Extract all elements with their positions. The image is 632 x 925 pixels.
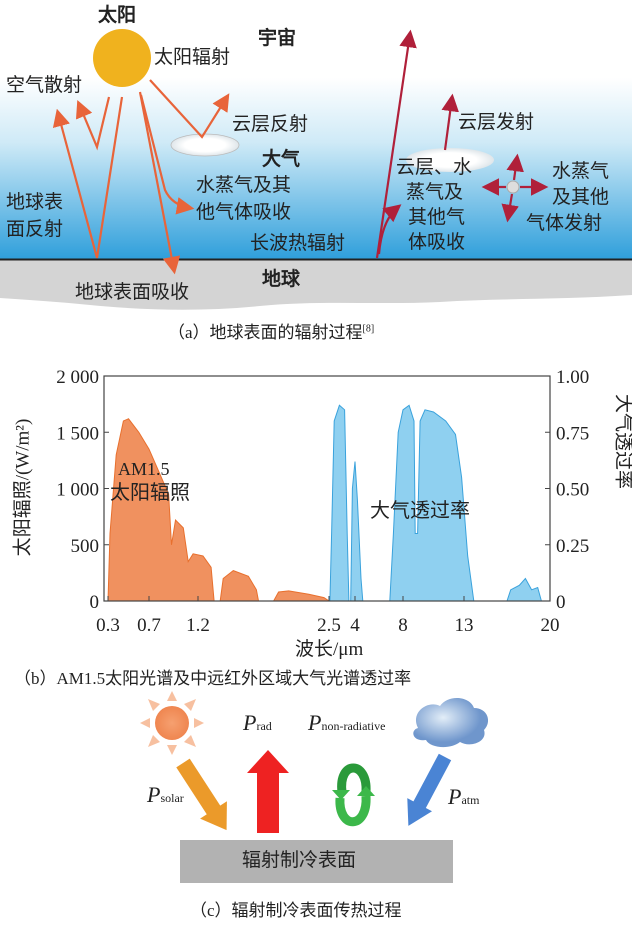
solar-arrow	[176, 758, 227, 831]
radiative-cooling-surface	[180, 840, 453, 883]
air-scatter-arrow	[75, 96, 111, 151]
x-axis-label: 波长/μm	[295, 639, 364, 660]
surface-reflect-arrow	[52, 96, 124, 259]
y-tick-label: 1 500	[56, 423, 99, 444]
y2-tick-label: 0	[556, 592, 566, 613]
cloud-absorption-label-4: 体吸收	[408, 231, 466, 253]
surface-absorption-label: 地球表面吸收	[75, 281, 190, 303]
y-tick-label: 1 000	[56, 480, 99, 501]
x-tick-label: 4	[350, 615, 360, 636]
surface-absorb-arrow	[138, 91, 181, 275]
molecule-icon	[506, 180, 520, 194]
caption-a: （a）地球表面的辐射过程[8]	[168, 324, 374, 341]
p-nonrad-label: Pnon-radiative	[308, 710, 386, 735]
sun-icon	[93, 29, 151, 87]
caption-a-ref: [8]	[362, 323, 375, 335]
caption-a-text: （a）地球表面的辐射过程	[168, 323, 363, 342]
cloud-emission-label: 云层发射	[458, 111, 535, 133]
atmosphere-arrow	[407, 753, 452, 826]
gas-absorption-label-2: 他气体吸收	[196, 201, 292, 223]
solar-irradiance-area	[107, 418, 331, 602]
surface-reflection-label-1: 地球表	[6, 191, 64, 213]
p-solar-label: Psolar	[147, 782, 184, 807]
longwave-absorb-arrow	[377, 204, 402, 255]
y2-tick-label: 0.75	[556, 423, 589, 444]
sun-icon-c	[140, 691, 204, 755]
surface-reflection-label-2: 面反射	[6, 218, 64, 240]
x-tick-label: 20	[541, 615, 560, 636]
x-tick-label: 2.5	[317, 615, 341, 636]
solar-series-label-1: AM1.5	[118, 459, 170, 479]
x-tick-label: 0.3	[96, 615, 120, 636]
caption-c: （c）辐射制冷表面传热过程	[190, 901, 402, 920]
spectrum-chart: 0.3 0.7 1.2 2.5 4 8 13 20 2 000 1 500 1 000 500 0 1.0…	[56, 367, 589, 636]
cloud-emit-arrow	[441, 93, 459, 151]
p-rad-label: Prad	[243, 710, 272, 735]
universe-label: 宇宙	[258, 27, 297, 49]
cloud-absorption-label-3: 其他气	[408, 206, 466, 228]
y2-tick-label: 0.50	[556, 480, 589, 501]
cloud-reflect-arrow	[149, 79, 230, 139]
air-scattering-label: 空气散射	[6, 74, 83, 96]
y2-tick-label: 1.00	[556, 367, 589, 388]
gas-absorption-label-1: 水蒸气及其	[196, 174, 292, 196]
cloud-icon-right	[406, 148, 494, 172]
y-tick-label: 500	[71, 536, 100, 557]
caption-b: （b）AM1.5太阳光谱及中远红外区域大气光谱透过率	[14, 669, 412, 688]
x-tick-label: 0.7	[137, 615, 161, 636]
ground	[0, 260, 632, 310]
gas-emission-label-3: 气体发射	[526, 212, 603, 234]
cloud-reflection-label: 云层反射	[232, 113, 309, 135]
sun-label: 太阳	[98, 4, 137, 26]
y-tick-label: 0	[90, 592, 100, 613]
x-tick-label: 1.2	[186, 615, 210, 636]
earth-label: 地球	[262, 268, 301, 290]
transmittance-area	[329, 404, 543, 602]
x-tick-label: 8	[398, 615, 408, 636]
y-tick-label: 2 000	[56, 367, 99, 388]
longwave-label: 长波热辐射	[250, 232, 346, 254]
solar-radiation-label: 太阳辐射	[154, 46, 231, 68]
gas-absorb-arrow	[139, 94, 195, 215]
transmittance-series-label: 大气透过率	[370, 498, 470, 522]
non-radiative-loop-icon	[332, 763, 375, 827]
p-atm-label: Patm	[448, 784, 480, 809]
atmosphere-label: 大气	[262, 148, 301, 170]
panel-a-graphic	[0, 0, 632, 310]
cloud-absorption-label-1: 云层、水	[396, 156, 473, 178]
gas-emission-label-2: 及其他	[552, 186, 610, 208]
solar-series-label-2: 太阳辐照	[110, 480, 190, 504]
surface-label: 辐射制冷表面	[242, 849, 357, 871]
radiation-arrow	[247, 750, 289, 833]
gas-emission-label-1: 水蒸气	[552, 160, 610, 182]
cloud-absorption-label-2: 蒸气及	[406, 181, 464, 203]
y2-tick-label: 0.25	[556, 536, 589, 557]
cloud-icon-c	[413, 697, 489, 748]
x-tick-label: 13	[455, 615, 474, 636]
